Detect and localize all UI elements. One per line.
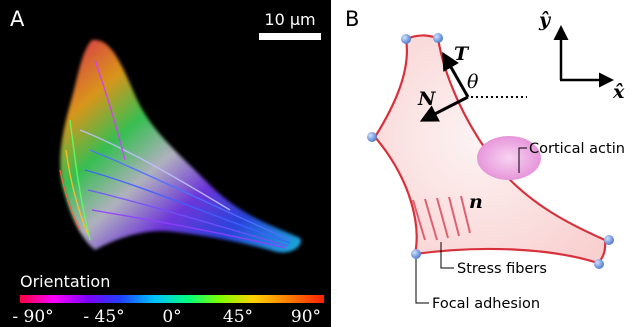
normal-label: N <box>417 88 436 110</box>
cell-outline <box>373 34 607 265</box>
focal-adhesion-dot <box>401 34 411 44</box>
cell-body <box>60 39 301 253</box>
normal-arrow <box>419 95 469 122</box>
colorbar-tick: 90° <box>291 307 321 327</box>
focal-adhesion-leader <box>415 259 429 304</box>
stress-fibers-leader <box>440 242 454 269</box>
colorbar-tick: 0° <box>162 307 181 327</box>
focal-adhesion-dot <box>367 132 377 142</box>
focal-adhesion-dot <box>604 235 614 245</box>
focal-adhesion-dot <box>411 249 421 259</box>
colorbar-tick: - 45° <box>83 307 124 327</box>
scale-bar-label: 10 μm <box>264 10 315 29</box>
panel-letter-b: B <box>345 7 359 31</box>
nucleus <box>477 136 541 180</box>
colorbar <box>20 295 324 303</box>
colorbar-tick: 45° <box>223 307 253 327</box>
x-axis-label: x̂ <box>612 81 625 103</box>
focal-adhesion-dot <box>594 259 604 269</box>
colorbar-tick: - 90° <box>12 307 53 327</box>
tangent-arrow <box>442 51 470 98</box>
focal-adhesion-dot <box>433 33 443 43</box>
schematic-panel: B T N θ n ŷ <box>331 0 640 327</box>
cell-schematic: B T N θ n ŷ <box>345 7 625 312</box>
scale-bar <box>259 33 321 40</box>
colorbar-ticks: - 90° - 45° 0° 45° 90° <box>12 307 321 327</box>
edge-normal-label: n <box>469 191 483 213</box>
tangent-label: T <box>454 43 470 65</box>
y-axis-label: ŷ <box>538 9 552 31</box>
fluorescence-image: 10 μm A Orientation - 90° - 45° 0° 45° 9… <box>10 7 324 327</box>
focal-adhesions <box>367 33 614 269</box>
stress-fibers-label: Stress fibers <box>457 261 547 277</box>
cortical-actin-leader <box>518 147 527 173</box>
focal-adhesion-label: Focal adhesion <box>432 296 540 312</box>
stress-fibers <box>412 195 471 241</box>
angle-label: θ <box>467 71 479 93</box>
cortical-actin-label: Cortical actin <box>529 141 625 157</box>
colorbar-title: Orientation <box>20 272 110 291</box>
panel-letter-a: A <box>10 7 25 31</box>
actin-fibers <box>59 59 291 249</box>
microscopy-panel: 10 μm A Orientation - 90° - 45° 0° 45° 9… <box>0 0 331 327</box>
